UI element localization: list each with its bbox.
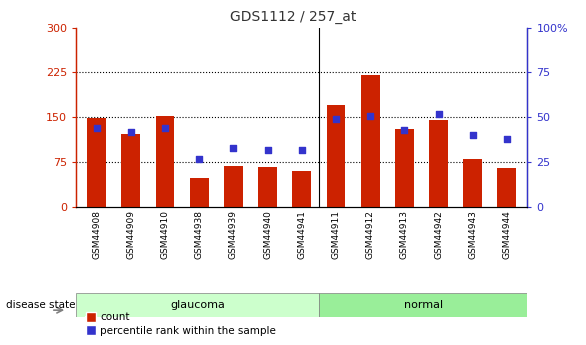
Text: glaucoma: glaucoma (170, 300, 225, 310)
Bar (156, 116, 175, 207)
Bar (319, 293, 527, 317)
Point (297, 147, 306, 152)
Text: normal: normal (404, 300, 442, 310)
Bar (258, 167, 277, 207)
Bar (498, 168, 516, 207)
Point (468, 132, 478, 138)
Bar (326, 105, 345, 207)
Text: GDS1112 / 257_at: GDS1112 / 257_at (230, 10, 356, 24)
Bar (121, 134, 140, 207)
Bar (224, 166, 243, 207)
Bar (361, 76, 380, 207)
Point (229, 145, 238, 150)
Point (434, 111, 443, 117)
Bar (429, 120, 448, 207)
Point (400, 127, 409, 132)
Point (331, 116, 340, 122)
Point (263, 147, 272, 152)
Bar (87, 118, 106, 207)
Legend: count, percentile rank within the sample: count, percentile rank within the sample (81, 308, 280, 340)
Point (92, 125, 101, 131)
Point (502, 136, 512, 141)
Point (161, 125, 170, 131)
Bar (292, 171, 311, 207)
Bar (464, 159, 482, 207)
Point (366, 113, 375, 118)
Bar (190, 178, 209, 207)
Bar (395, 129, 414, 207)
Point (126, 129, 135, 135)
Point (195, 156, 204, 161)
Text: disease state: disease state (6, 300, 76, 310)
Bar (76, 293, 319, 317)
